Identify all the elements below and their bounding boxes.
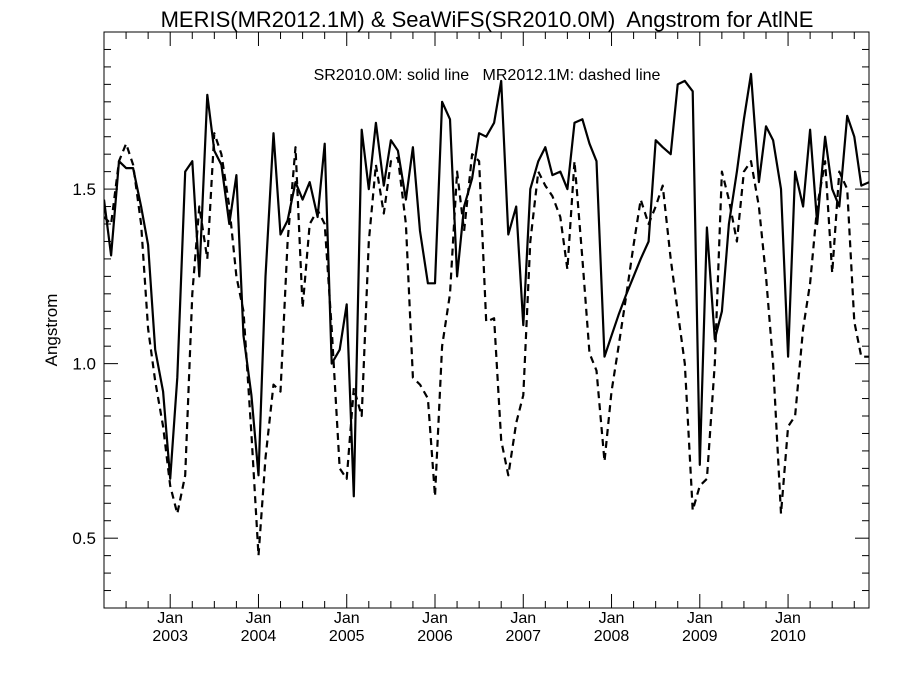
x-tick-label-year: 2003 (152, 628, 188, 645)
x-tick-label-year: 2009 (682, 628, 718, 645)
x-tick-label-month: Jan (510, 610, 536, 627)
x-tick-label-month: Jan (246, 610, 272, 627)
y-axis: 0.5 1.0 1.5 (72, 48, 869, 592)
y-axis-label: Angstrom (42, 294, 61, 367)
chart-title: MERIS(MR2012.1M) & SeaWiFS(SR2010.0M) An… (161, 7, 814, 32)
x-tick-label-month: Jan (775, 610, 801, 627)
x-tick-label-year: 2007 (505, 628, 541, 645)
plot-area (103, 31, 870, 609)
series-line-dashed (104, 132, 869, 557)
series-group (104, 72, 869, 557)
series-line-solid (104, 72, 869, 498)
x-tick-label-year: 2010 (770, 628, 806, 645)
x-tick-label-year: 2005 (329, 628, 365, 645)
x-tick-label-year: 2006 (417, 628, 453, 645)
y-tick-label: 0.5 (72, 529, 96, 548)
x-tick-label-month: Jan (334, 610, 360, 627)
x-axis: Jan2003Jan2004Jan2005Jan2006Jan2007Jan20… (125, 32, 855, 645)
y-tick-label: 1.0 (72, 355, 96, 374)
x-tick-label-month: Jan (422, 610, 448, 627)
y-tick-label: 1.5 (72, 180, 96, 199)
x-tick-label-month: Jan (599, 610, 625, 627)
x-tick-label-month: Jan (687, 610, 713, 627)
x-tick-label-year: 2008 (594, 628, 630, 645)
x-tick-label-month: Jan (157, 610, 183, 627)
legend-text: SR2010.0M: solid line MR2012.1M: dashed … (314, 67, 661, 84)
x-tick-label-year: 2004 (241, 628, 277, 645)
